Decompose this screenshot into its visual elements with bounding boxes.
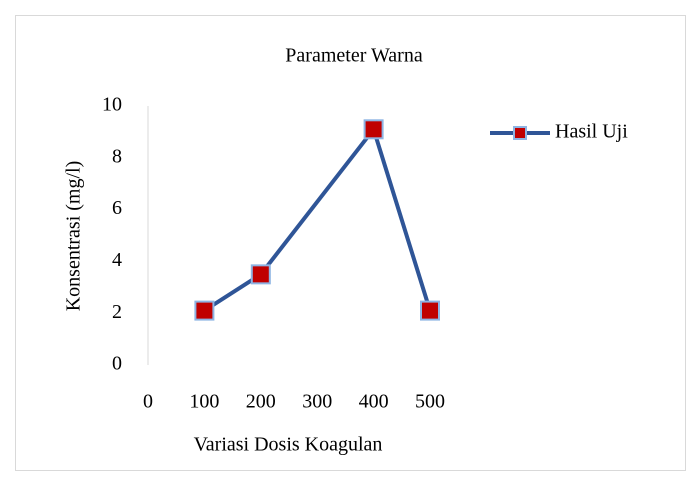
x-tick-label: 400 [359, 391, 389, 413]
data-marker [363, 119, 384, 140]
y-tick-label: 2 [112, 301, 122, 323]
y-tick-label: 10 [102, 94, 122, 116]
chart-title: Parameter Warna [285, 45, 423, 67]
x-axis-label: Variasi Dosis Koagulan [194, 434, 383, 456]
x-tick-label: 300 [302, 391, 332, 413]
x-tick-label: 0 [143, 391, 153, 413]
x-tick-label: 500 [415, 391, 445, 413]
y-axis-label: Konsentrasi (mg/l) [63, 161, 85, 312]
y-tick-label: 6 [112, 197, 122, 219]
x-tick-label: 100 [189, 391, 219, 413]
chart-frame [15, 15, 686, 471]
y-tick-label: 4 [112, 249, 122, 271]
y-tick-label: 8 [112, 145, 122, 167]
y-tick-label: 0 [112, 353, 122, 375]
legend-marker [513, 126, 527, 140]
data-marker [194, 300, 215, 321]
legend-label: Hasil Uji [555, 121, 628, 143]
x-tick-label: 200 [246, 391, 276, 413]
data-line [203, 127, 432, 313]
data-marker [250, 264, 271, 285]
data-marker [420, 300, 440, 321]
